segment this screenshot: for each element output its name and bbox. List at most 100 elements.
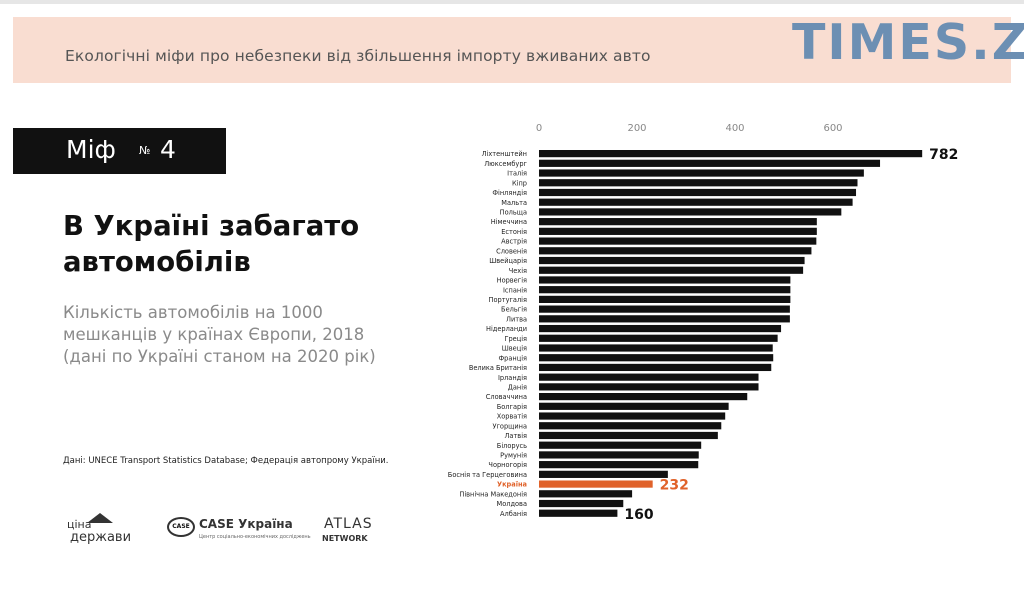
bar xyxy=(539,373,759,381)
cina-derzhavy-logo: ціна держави xyxy=(63,510,153,546)
bar xyxy=(539,198,853,206)
bar xyxy=(539,247,812,255)
data-source-note: Дані: UNECE Transport Statistics Databas… xyxy=(63,456,389,466)
bar xyxy=(539,499,624,508)
data-label: 232 xyxy=(660,478,689,494)
category-label: Боснія та Герцеговина xyxy=(448,471,527,479)
category-label: Швеція xyxy=(502,345,527,353)
bar xyxy=(539,295,791,303)
building-icon xyxy=(87,513,113,523)
headline-line-2: автомобілів xyxy=(63,246,251,278)
bar xyxy=(539,169,864,177)
category-label: Фінляндія xyxy=(492,189,527,197)
bar xyxy=(539,480,653,488)
category-label: Україна xyxy=(497,481,527,489)
x-tick-label: 600 xyxy=(823,123,842,134)
category-label: Ліхтенштейн xyxy=(482,150,527,158)
category-label: Португалія xyxy=(489,296,527,304)
bar xyxy=(539,451,699,459)
category-label: Норвегія xyxy=(497,277,527,285)
category-label: Швейцарія xyxy=(489,257,527,265)
category-label: Німеччина xyxy=(491,218,527,226)
subtitle-line-2: мешканців у країнах Європи, 2018 xyxy=(63,325,365,344)
bar xyxy=(539,334,778,342)
site-watermark: TIMES.ZT xyxy=(792,14,1024,71)
bar xyxy=(539,266,804,274)
category-label: Бельгія xyxy=(501,306,527,314)
bar xyxy=(539,441,702,449)
myth-badge: Міф № 4 xyxy=(13,128,226,174)
category-label: Данія xyxy=(508,383,527,391)
category-label: Албанія xyxy=(500,510,527,518)
top-divider xyxy=(0,0,1024,4)
category-label: Чорногорія xyxy=(488,461,527,469)
data-label: 160 xyxy=(624,507,653,523)
category-label: Болгарія xyxy=(497,403,527,411)
bar xyxy=(539,402,729,410)
category-label: Чехія xyxy=(509,267,527,275)
bar xyxy=(539,150,923,158)
atlas-network-logo: ATLAS NETWORK xyxy=(320,512,380,548)
category-label: Іспанія xyxy=(503,286,527,294)
category-label: Литва xyxy=(506,315,527,323)
bar xyxy=(539,412,726,420)
header-banner: Екологічні міфи про небезпеки від збільш… xyxy=(13,17,1011,83)
bar xyxy=(539,305,790,313)
subtitle: Кількість автомобілів на 1000 мешканців … xyxy=(63,302,376,368)
category-label: Франція xyxy=(499,354,528,362)
category-label: Румунія xyxy=(500,452,527,460)
bar xyxy=(539,509,618,517)
cina-logo-line-1: ціна xyxy=(67,518,92,531)
data-label: 782 xyxy=(929,147,958,163)
bar xyxy=(539,237,817,245)
bar xyxy=(539,344,773,352)
category-label: Словаччина xyxy=(486,393,527,401)
bar xyxy=(539,461,699,469)
category-label: Молдова xyxy=(497,500,527,508)
bar xyxy=(539,276,791,284)
myth-number: 4 xyxy=(160,135,176,164)
headline: В Україні забагато автомобілів xyxy=(63,208,359,280)
bar xyxy=(539,363,772,372)
headline-line-1: В Україні забагато xyxy=(63,210,360,242)
category-label: Білорусь xyxy=(497,442,527,450)
case-logo-tagline: Центр соціально-економічних досліджень xyxy=(199,534,311,540)
category-label: Естонія xyxy=(501,228,527,236)
bar xyxy=(539,354,774,362)
case-ukraine-logo: CASE CASE Україна Центр соціально-економ… xyxy=(167,516,311,540)
x-tick-label: 0 xyxy=(536,123,542,134)
category-label: Італія xyxy=(507,170,527,178)
atlas-logo-line-1: ATLAS xyxy=(324,516,373,532)
bar xyxy=(539,227,817,235)
x-tick-label: 400 xyxy=(725,123,744,134)
case-badge-icon: CASE xyxy=(167,517,195,537)
bar xyxy=(539,218,817,226)
subtitle-line-1: Кількість автомобілів на 1000 xyxy=(63,303,323,322)
bar xyxy=(539,286,791,294)
category-label: Латвія xyxy=(504,432,527,440)
category-label: Північна Македонія xyxy=(459,490,527,498)
category-label: Люксембург xyxy=(484,160,527,168)
subtitle-line-3: (дані по Україні станом на 2020 рік) xyxy=(63,347,376,366)
bar xyxy=(539,470,668,478)
myth-number-sign: № xyxy=(139,144,151,157)
bar xyxy=(539,393,748,401)
category-label: Велика Британія xyxy=(469,364,527,372)
category-label: Ірландія xyxy=(498,374,527,382)
bar xyxy=(539,324,782,333)
bar xyxy=(539,188,857,197)
myth-word: Міф xyxy=(66,135,116,164)
category-label: Словенія xyxy=(496,247,527,255)
category-label: Угорщина xyxy=(492,422,527,430)
banner-title: Екологічні міфи про небезпеки від збільш… xyxy=(65,47,651,65)
bar xyxy=(539,490,633,498)
bar xyxy=(539,256,805,265)
category-label: Греція xyxy=(504,335,527,343)
category-label: Нідерланди xyxy=(486,325,527,333)
bar xyxy=(539,422,722,430)
category-label: Кіпр xyxy=(512,179,527,187)
category-label: Австрія xyxy=(501,238,527,246)
category-label: Польща xyxy=(500,209,527,217)
bar xyxy=(539,315,790,323)
